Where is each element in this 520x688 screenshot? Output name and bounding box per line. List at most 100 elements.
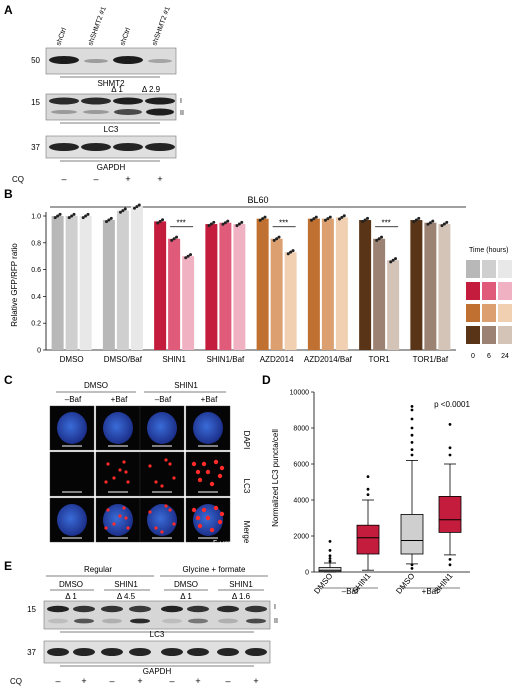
outlier: [366, 487, 370, 491]
band: [188, 618, 208, 624]
bar: [116, 210, 129, 350]
data-point: [426, 222, 430, 226]
data-point: [328, 215, 332, 219]
blot-gapdh-e: [43, 640, 271, 664]
x-tick-label: SHIN1: [162, 355, 186, 364]
cq-label: CQ: [12, 175, 24, 184]
bar: [284, 252, 297, 350]
data-point: [72, 212, 76, 216]
legend-swatch: [466, 304, 480, 322]
panel-label-a: A: [4, 3, 13, 17]
data-point: [104, 220, 108, 224]
cq-sign: –: [225, 676, 230, 686]
lc3-punctum: [205, 515, 211, 521]
data-point: [326, 217, 330, 221]
x-tick-label: DMSO: [312, 572, 334, 596]
bar: [373, 238, 386, 350]
data-point: [258, 218, 262, 222]
x-tick-label: AZD2014: [260, 355, 294, 364]
group-label: DMSO: [84, 381, 108, 390]
box: [356, 524, 380, 555]
lc3-punctum: [219, 465, 225, 471]
band: [84, 59, 108, 63]
data-point: [235, 224, 239, 228]
cq-sign: +: [137, 676, 142, 686]
band: [245, 648, 267, 656]
bar: [256, 218, 269, 350]
lc3-punctum: [209, 527, 215, 533]
bar: [387, 260, 400, 350]
outlier: [328, 554, 332, 558]
y-tick-label: 0.8: [31, 240, 41, 247]
lc3-punctum: [217, 519, 223, 525]
nucleus: [103, 504, 133, 536]
cq-sign: –: [93, 174, 98, 184]
data-point: [81, 216, 85, 220]
lc3-punctum: [197, 523, 203, 529]
outlier: [410, 567, 414, 570]
data-point: [189, 253, 193, 257]
lc3-punctum: [122, 460, 126, 464]
legend-title: Time (hours): [469, 247, 508, 254]
bar: [410, 220, 423, 350]
group-label: +Baf: [422, 587, 439, 596]
outlier: [328, 559, 332, 563]
data-point: [209, 222, 213, 226]
data-point: [342, 214, 346, 218]
panel-label-d: D: [262, 373, 271, 387]
x-tick-label: DMSO: [60, 355, 84, 364]
legend-tick: 6: [487, 353, 491, 360]
lc3-punctum: [126, 480, 130, 484]
data-point: [58, 212, 62, 216]
data-point: [277, 235, 281, 239]
bar: [219, 222, 232, 350]
micrograph: [49, 451, 95, 497]
lc3-punctum: [124, 470, 128, 474]
blot-label-shmt2: SHMT2: [97, 79, 125, 88]
blot-label-gapdh: GAPDH: [97, 163, 126, 172]
data-point: [291, 249, 295, 253]
legend-swatch: [498, 282, 512, 300]
group-label: Glycine + formate: [183, 565, 246, 574]
gapdh-bands: [47, 648, 267, 656]
bar: [205, 224, 218, 350]
y-axis-label: Normalized LC3 puncta/cell: [271, 429, 280, 527]
legend-swatch: [466, 326, 480, 344]
bar: [182, 256, 195, 350]
band: [245, 605, 267, 613]
band: [129, 605, 151, 613]
marker-37: 37: [27, 648, 36, 657]
outlier: [448, 453, 452, 457]
bar: [307, 218, 320, 350]
lc3-punctum: [112, 522, 116, 526]
lc3-punctum: [205, 469, 211, 475]
data-point: [389, 260, 393, 264]
bar: [321, 218, 334, 350]
data-point: [70, 214, 74, 218]
band: [74, 618, 94, 624]
lc3-punctum: [191, 461, 197, 467]
data-point: [135, 205, 139, 209]
lc3-punctum: [148, 464, 152, 468]
cq-sign: +: [81, 676, 86, 686]
data-point: [240, 220, 244, 224]
bar: [51, 216, 64, 350]
data-point: [272, 238, 276, 242]
band: [162, 618, 182, 624]
delta-label: Δ 1: [111, 85, 123, 94]
bar: [130, 206, 143, 350]
band-label-ii: II: [274, 618, 278, 625]
data-point: [223, 221, 227, 225]
box: [400, 514, 424, 555]
scale-label: 5 μm: [213, 539, 231, 548]
data-point: [237, 222, 241, 226]
bar: [270, 238, 283, 350]
y-tick-label: 2000: [293, 534, 309, 541]
data-point: [412, 220, 416, 224]
lc3-punctum: [197, 477, 203, 483]
legend-swatch: [498, 260, 512, 278]
band: [246, 618, 266, 624]
treatment-label: SHIN1: [229, 580, 253, 589]
data-point: [445, 220, 449, 224]
band: [187, 648, 209, 656]
